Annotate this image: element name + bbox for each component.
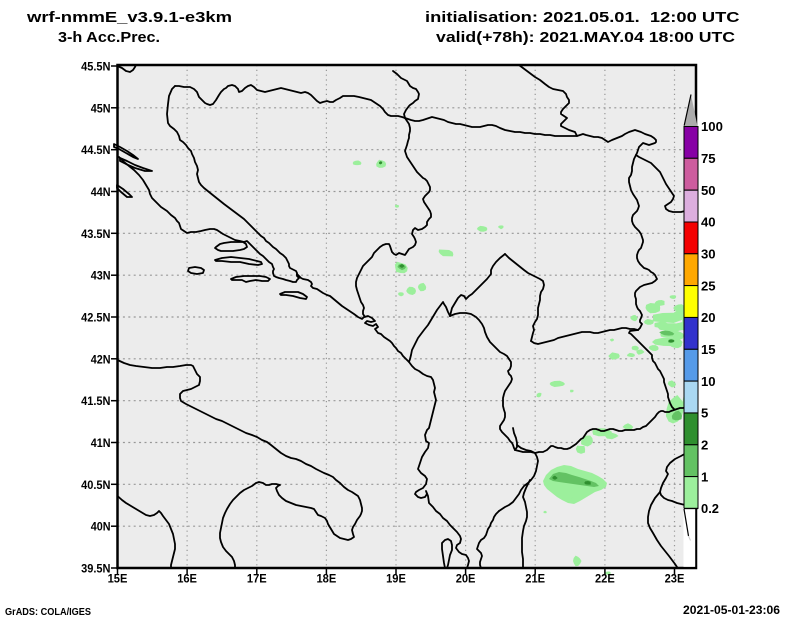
svg-text:43N: 43N bbox=[91, 269, 111, 283]
svg-text:15E: 15E bbox=[108, 572, 128, 586]
svg-text:45N: 45N bbox=[91, 101, 111, 115]
svg-text:5: 5 bbox=[701, 407, 708, 421]
svg-text:41N: 41N bbox=[91, 436, 111, 450]
svg-text:21E: 21E bbox=[525, 572, 545, 586]
svg-text:42N: 42N bbox=[91, 352, 111, 366]
svg-text:45.5N: 45.5N bbox=[81, 60, 110, 74]
svg-text:18E: 18E bbox=[317, 572, 337, 586]
svg-text:100: 100 bbox=[701, 120, 723, 134]
svg-text:50: 50 bbox=[701, 184, 716, 198]
svg-text:30: 30 bbox=[701, 248, 716, 262]
svg-text:39.5N: 39.5N bbox=[81, 562, 110, 576]
svg-text:17E: 17E bbox=[247, 572, 267, 586]
svg-text:10: 10 bbox=[701, 375, 716, 389]
svg-text:42.5N: 42.5N bbox=[81, 311, 110, 325]
svg-text:15: 15 bbox=[701, 343, 716, 357]
svg-text:2: 2 bbox=[701, 439, 708, 453]
svg-text:20: 20 bbox=[701, 311, 716, 325]
svg-text:25: 25 bbox=[701, 279, 716, 293]
svg-text:16E: 16E bbox=[177, 572, 197, 586]
svg-text:40N: 40N bbox=[91, 520, 111, 534]
svg-text:75: 75 bbox=[701, 152, 716, 166]
svg-text:0.2: 0.2 bbox=[701, 502, 719, 516]
svg-text:44N: 44N bbox=[91, 185, 111, 199]
svg-text:44.5N: 44.5N bbox=[81, 143, 110, 157]
svg-text:40: 40 bbox=[701, 216, 716, 230]
svg-text:23E: 23E bbox=[665, 572, 685, 586]
svg-text:1: 1 bbox=[701, 470, 708, 484]
svg-text:43.5N: 43.5N bbox=[81, 227, 110, 241]
svg-text:22E: 22E bbox=[595, 572, 615, 586]
svg-text:40.5N: 40.5N bbox=[81, 478, 110, 492]
svg-text:41.5N: 41.5N bbox=[81, 394, 110, 408]
svg-text:20E: 20E bbox=[456, 572, 476, 586]
svg-text:19E: 19E bbox=[386, 572, 406, 586]
